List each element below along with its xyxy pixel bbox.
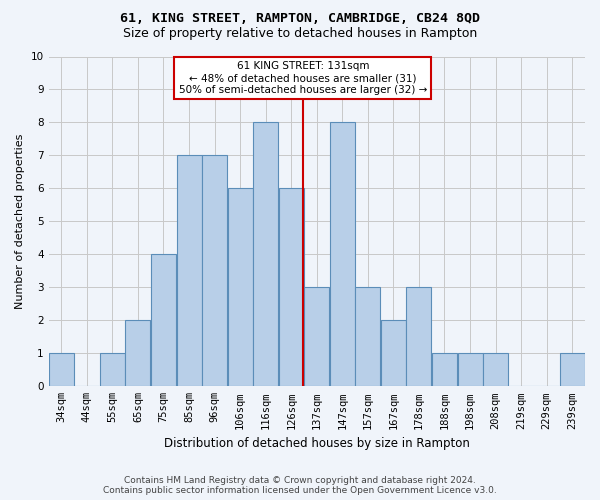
Text: Contains HM Land Registry data © Crown copyright and database right 2024.
Contai: Contains HM Land Registry data © Crown c… xyxy=(103,476,497,495)
Bar xyxy=(125,320,151,386)
Bar xyxy=(279,188,304,386)
Bar xyxy=(381,320,406,386)
Text: 61, KING STREET, RAMPTON, CAMBRIDGE, CB24 8QD: 61, KING STREET, RAMPTON, CAMBRIDGE, CB2… xyxy=(120,12,480,26)
Bar xyxy=(458,354,482,386)
Bar xyxy=(330,122,355,386)
Bar xyxy=(304,288,329,386)
Bar xyxy=(253,122,278,386)
Bar xyxy=(202,156,227,386)
Text: 61 KING STREET: 131sqm
← 48% of detached houses are smaller (31)
50% of semi-det: 61 KING STREET: 131sqm ← 48% of detached… xyxy=(179,62,427,94)
Y-axis label: Number of detached properties: Number of detached properties xyxy=(15,134,25,309)
Bar xyxy=(227,188,253,386)
Bar xyxy=(406,288,431,386)
Bar xyxy=(151,254,176,386)
Bar xyxy=(432,354,457,386)
Bar xyxy=(483,354,508,386)
Bar xyxy=(100,354,125,386)
Bar xyxy=(560,354,585,386)
Bar xyxy=(176,156,202,386)
X-axis label: Distribution of detached houses by size in Rampton: Distribution of detached houses by size … xyxy=(164,437,470,450)
Bar xyxy=(355,288,380,386)
Text: Size of property relative to detached houses in Rampton: Size of property relative to detached ho… xyxy=(123,28,477,40)
Bar xyxy=(49,354,74,386)
